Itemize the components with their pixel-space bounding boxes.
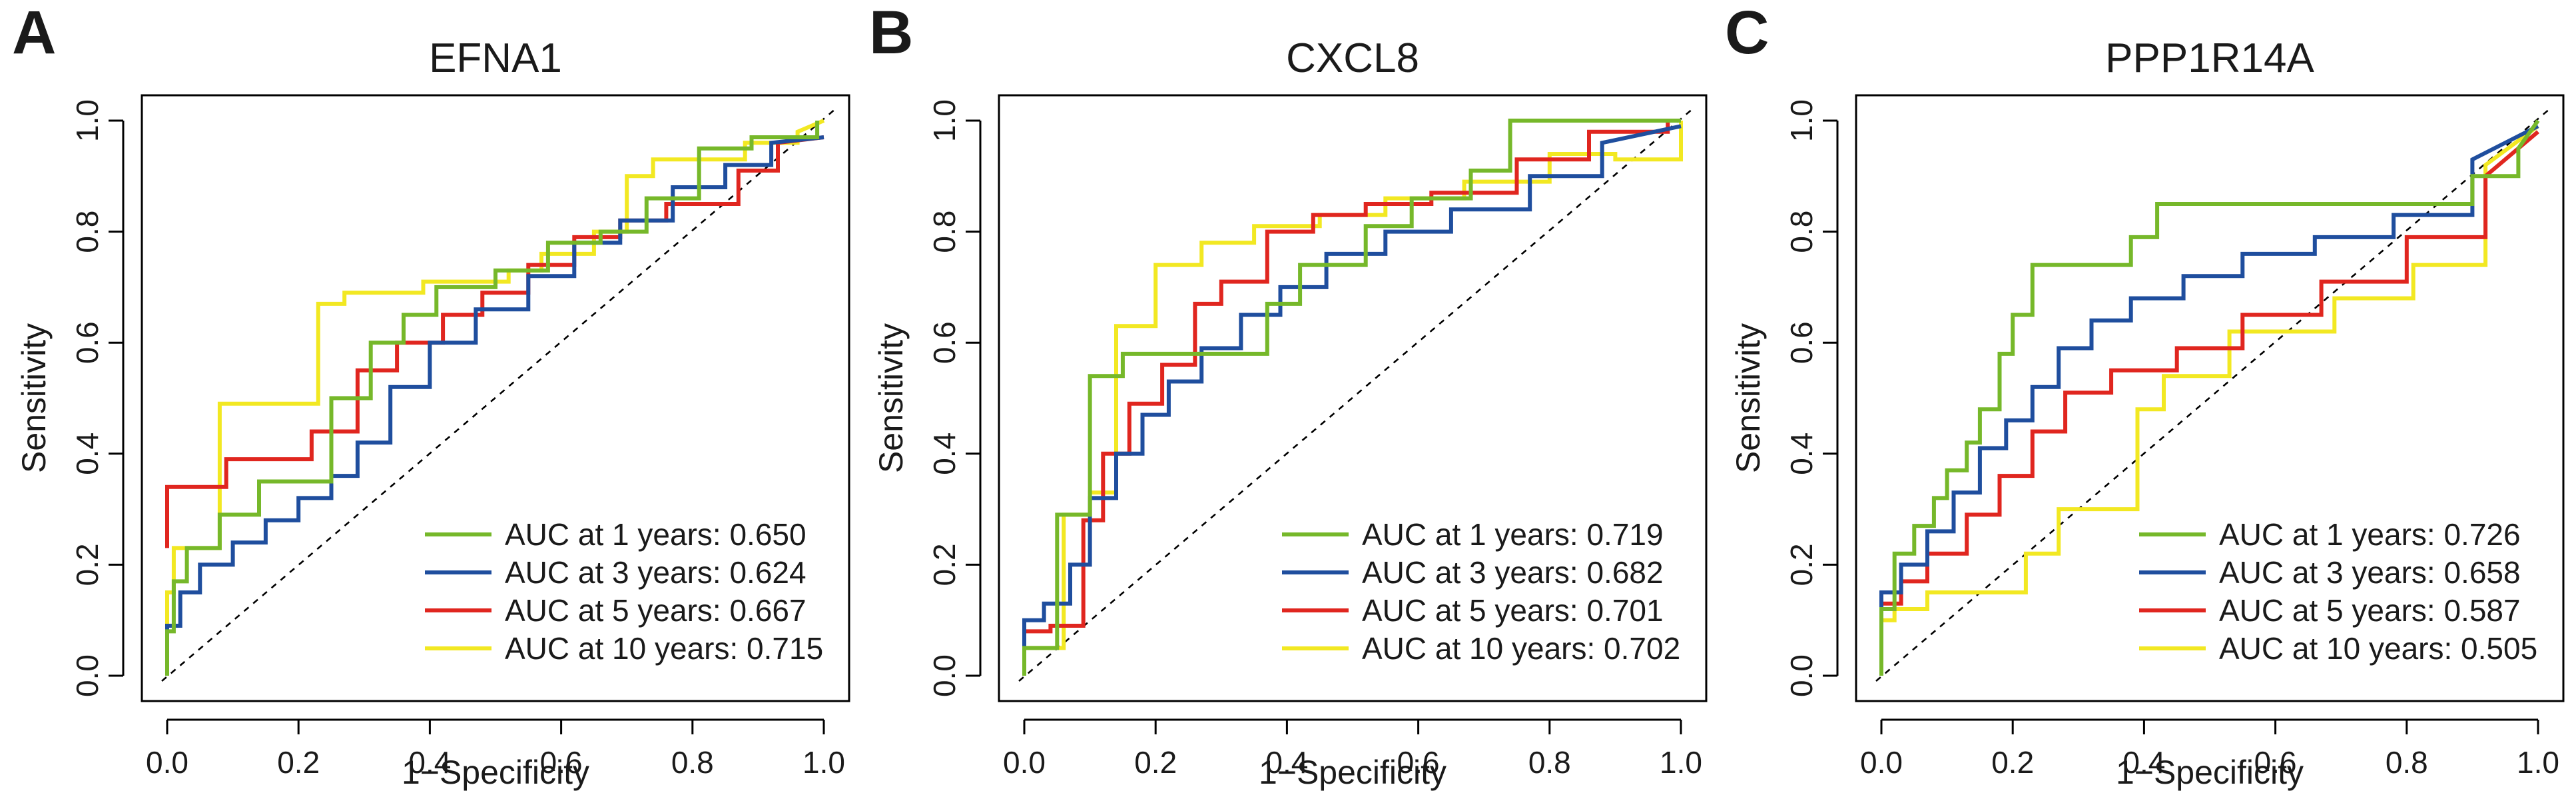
y-tick-label: 0.2 (927, 543, 962, 586)
panel-cxcl8: B CXCL8 0.0 0.2 0.4 0.6 0.8 1.0 1−Specificity 0.0… (869, 0, 1708, 791)
legend-entry: AUC at 3 years: 0.624 (505, 555, 806, 590)
x-axis-label: 1−Specificity (2116, 754, 2304, 791)
x-tick-label: 0.2 (277, 745, 320, 780)
legend-entry: AUC at 10 years: 0.702 (1362, 631, 1680, 666)
plot-frame (998, 94, 1708, 702)
roc-curve-2 (165, 135, 824, 676)
x-tick-label: 0.6 (540, 745, 583, 780)
legend-entry: AUC at 5 years: 0.587 (2219, 593, 2521, 628)
y-tick-label: 0.0 (1784, 654, 1819, 697)
y-tick-label: 0.0 (70, 654, 105, 697)
y-tick-label: 0.8 (927, 211, 962, 253)
x-tick-label: 0.8 (2386, 745, 2428, 780)
legend-entry: AUC at 3 years: 0.658 (2219, 555, 2521, 590)
roc-curve-1 (1022, 119, 1681, 676)
y-tick-label: 0.8 (1784, 211, 1819, 253)
x-tick-label: 0.2 (1134, 745, 1177, 780)
x-tick-label: 0.4 (2122, 745, 2165, 780)
y-tick-label: 0.2 (1784, 543, 1819, 586)
legend-entry: AUC at 10 years: 0.505 (2219, 631, 2537, 666)
roc-curve-2 (1879, 124, 2539, 632)
chart-title: EFNA1 (429, 35, 562, 81)
x-tick-label: 1.0 (2517, 745, 2559, 780)
panel-label: C (1725, 0, 1769, 67)
x-tick-label: 0.0 (1003, 745, 1046, 780)
panel-label: B (869, 0, 913, 67)
y-axis-label: Sensitivity (872, 323, 910, 473)
x-tick-label: 0.8 (1528, 745, 1571, 780)
y-tick-label: 0.4 (927, 432, 962, 475)
y-axis-label: Sensitivity (1730, 323, 1767, 473)
x-tick-label: 1.0 (803, 745, 845, 780)
diagonal-reference-line (1018, 108, 1694, 682)
x-tick-label: 0.2 (1991, 745, 2034, 780)
x-tick-label: 0.6 (2254, 745, 2297, 780)
y-tick-label: 1.0 (1784, 99, 1819, 142)
chart-title: PPP1R14A (2105, 35, 2314, 81)
legend-entry: AUC at 1 years: 0.650 (505, 517, 806, 552)
y-axis-label: Sensitivity (15, 323, 53, 473)
legend-entry: AUC at 10 years: 0.715 (505, 631, 823, 666)
x-tick-label: 0.8 (671, 745, 714, 780)
roc-curve-3 (165, 135, 824, 548)
x-tick-label: 0.6 (1397, 745, 1440, 780)
panel-ppp1r14a: C PPP1R14A 0.0 0.2 0.4 0.6 0.8 1.0 1−Specificity… (1725, 0, 2565, 791)
y-tick-label: 0.4 (70, 432, 105, 475)
roc-curve-3 (1879, 130, 2539, 632)
plot-frame (141, 94, 850, 702)
y-tick-label: 1.0 (927, 99, 962, 142)
y-tick-label: 0.4 (1784, 432, 1819, 475)
panel-efna1: A EFNA1 0.0 0.2 0.4 0.6 0.8 1.0 1−Specificity 0.0… (12, 0, 850, 791)
y-tick-label: 0.0 (927, 654, 962, 697)
legend-entry: AUC at 3 years: 0.682 (1362, 555, 1664, 590)
x-tick-label: 0.4 (1265, 745, 1308, 780)
x-axis-label: 1−Specificity (1259, 754, 1447, 791)
roc-curve-4 (1879, 124, 2539, 676)
y-tick-label: 1.0 (70, 99, 105, 142)
chart-title: CXCL8 (1286, 35, 1419, 81)
roc-curve-1 (1879, 119, 2540, 676)
x-tick-label: 1.0 (1660, 745, 1702, 780)
x-tick-label: 0.4 (408, 745, 451, 780)
x-tick-label: 0.0 (146, 745, 188, 780)
plot-frame (1855, 94, 2565, 702)
y-tick-label: 0.8 (70, 211, 105, 253)
y-tick-label: 0.2 (70, 543, 105, 586)
legend-entry: AUC at 5 years: 0.701 (1362, 593, 1664, 628)
y-tick-label: 0.6 (927, 321, 962, 364)
x-axis-label: 1−Specificity (402, 754, 589, 791)
y-tick-label: 0.6 (70, 321, 105, 364)
legend-entry: AUC at 5 years: 0.667 (505, 593, 806, 628)
roc-curve-1 (165, 121, 820, 676)
roc-curve-2 (1022, 124, 1682, 648)
panel-label: A (12, 0, 56, 67)
y-tick-label: 0.6 (1784, 321, 1819, 364)
x-tick-label: 0.0 (1860, 745, 1903, 780)
legend-entry: AUC at 1 years: 0.726 (2219, 517, 2521, 552)
legend-entry: AUC at 1 years: 0.719 (1362, 517, 1664, 552)
roc-curve-3 (1022, 119, 1681, 654)
